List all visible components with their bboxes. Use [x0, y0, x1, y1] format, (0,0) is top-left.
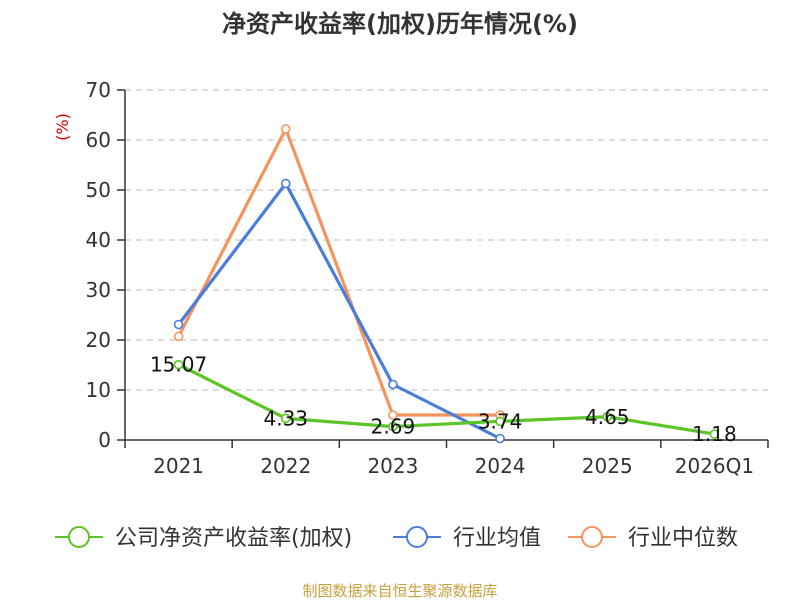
data-label: 2.69	[371, 415, 416, 439]
legend-swatch-marker	[406, 526, 428, 548]
x-tick-label: 2025	[582, 454, 633, 478]
data-point	[280, 413, 291, 424]
x-tick-label: 2022	[260, 454, 311, 478]
data-point	[280, 124, 291, 134]
data-label: 15.07	[150, 353, 207, 377]
data-point	[602, 411, 613, 422]
legend-label: 公司净资产收益率(加权)	[115, 526, 352, 551]
data-point	[280, 178, 291, 189]
legend-swatch-marker	[581, 526, 603, 548]
y-tick-label: 0	[98, 428, 111, 452]
chart-title: 净资产收益率(加权)历年情况(%)	[222, 10, 578, 38]
data-point	[173, 359, 184, 370]
data-point	[495, 433, 505, 444]
grid-lines	[125, 89, 768, 391]
data-point	[388, 421, 398, 432]
data-labels: 15.07 4.33 2.69 3.74 4.65 1.18	[150, 353, 737, 446]
legend: 公司净资产收益率(加权) 行业均值 行业中位数	[55, 526, 738, 551]
data-point	[173, 331, 184, 342]
y-tick-label: 10	[86, 378, 111, 402]
y-tick-label: 60	[86, 128, 111, 152]
data-point	[173, 319, 184, 330]
legend-label: 行业中位数	[628, 526, 738, 551]
x-tick-label: 2026Q1	[675, 454, 754, 478]
data-point	[388, 379, 398, 390]
series-lines	[173, 124, 720, 444]
y-tick-label: 20	[86, 328, 111, 352]
data-label: 3.74	[478, 409, 523, 433]
x-tick-label: 2021	[153, 454, 204, 478]
axes: 0 10 20 30 40 50 60 70 2021 2022 2023 2024 2025 2026Q…	[86, 78, 769, 478]
source-note: 制图数据来自恒生聚源数据库	[302, 582, 497, 600]
y-tick-label: 50	[86, 178, 111, 202]
x-tick-label: 2024	[475, 454, 526, 478]
data-point	[495, 416, 505, 427]
y-tick-label: 30	[86, 278, 111, 302]
data-label: 4.65	[585, 405, 630, 429]
data-label: 1.18	[692, 422, 737, 446]
series-line-0	[176, 363, 717, 436]
series-line-1	[176, 181, 502, 441]
data-label: 4.33	[263, 406, 308, 430]
legend-label: 行业均值	[453, 526, 541, 551]
data-point	[709, 429, 720, 439]
legend-swatch-marker	[68, 526, 90, 548]
x-tick-label: 2023	[367, 454, 418, 478]
y-tick-label: 70	[86, 78, 111, 102]
y-axis-label: (%)	[53, 113, 72, 141]
y-tick-label: 40	[86, 228, 111, 252]
series-line-2	[176, 127, 502, 417]
data-point	[388, 410, 398, 420]
